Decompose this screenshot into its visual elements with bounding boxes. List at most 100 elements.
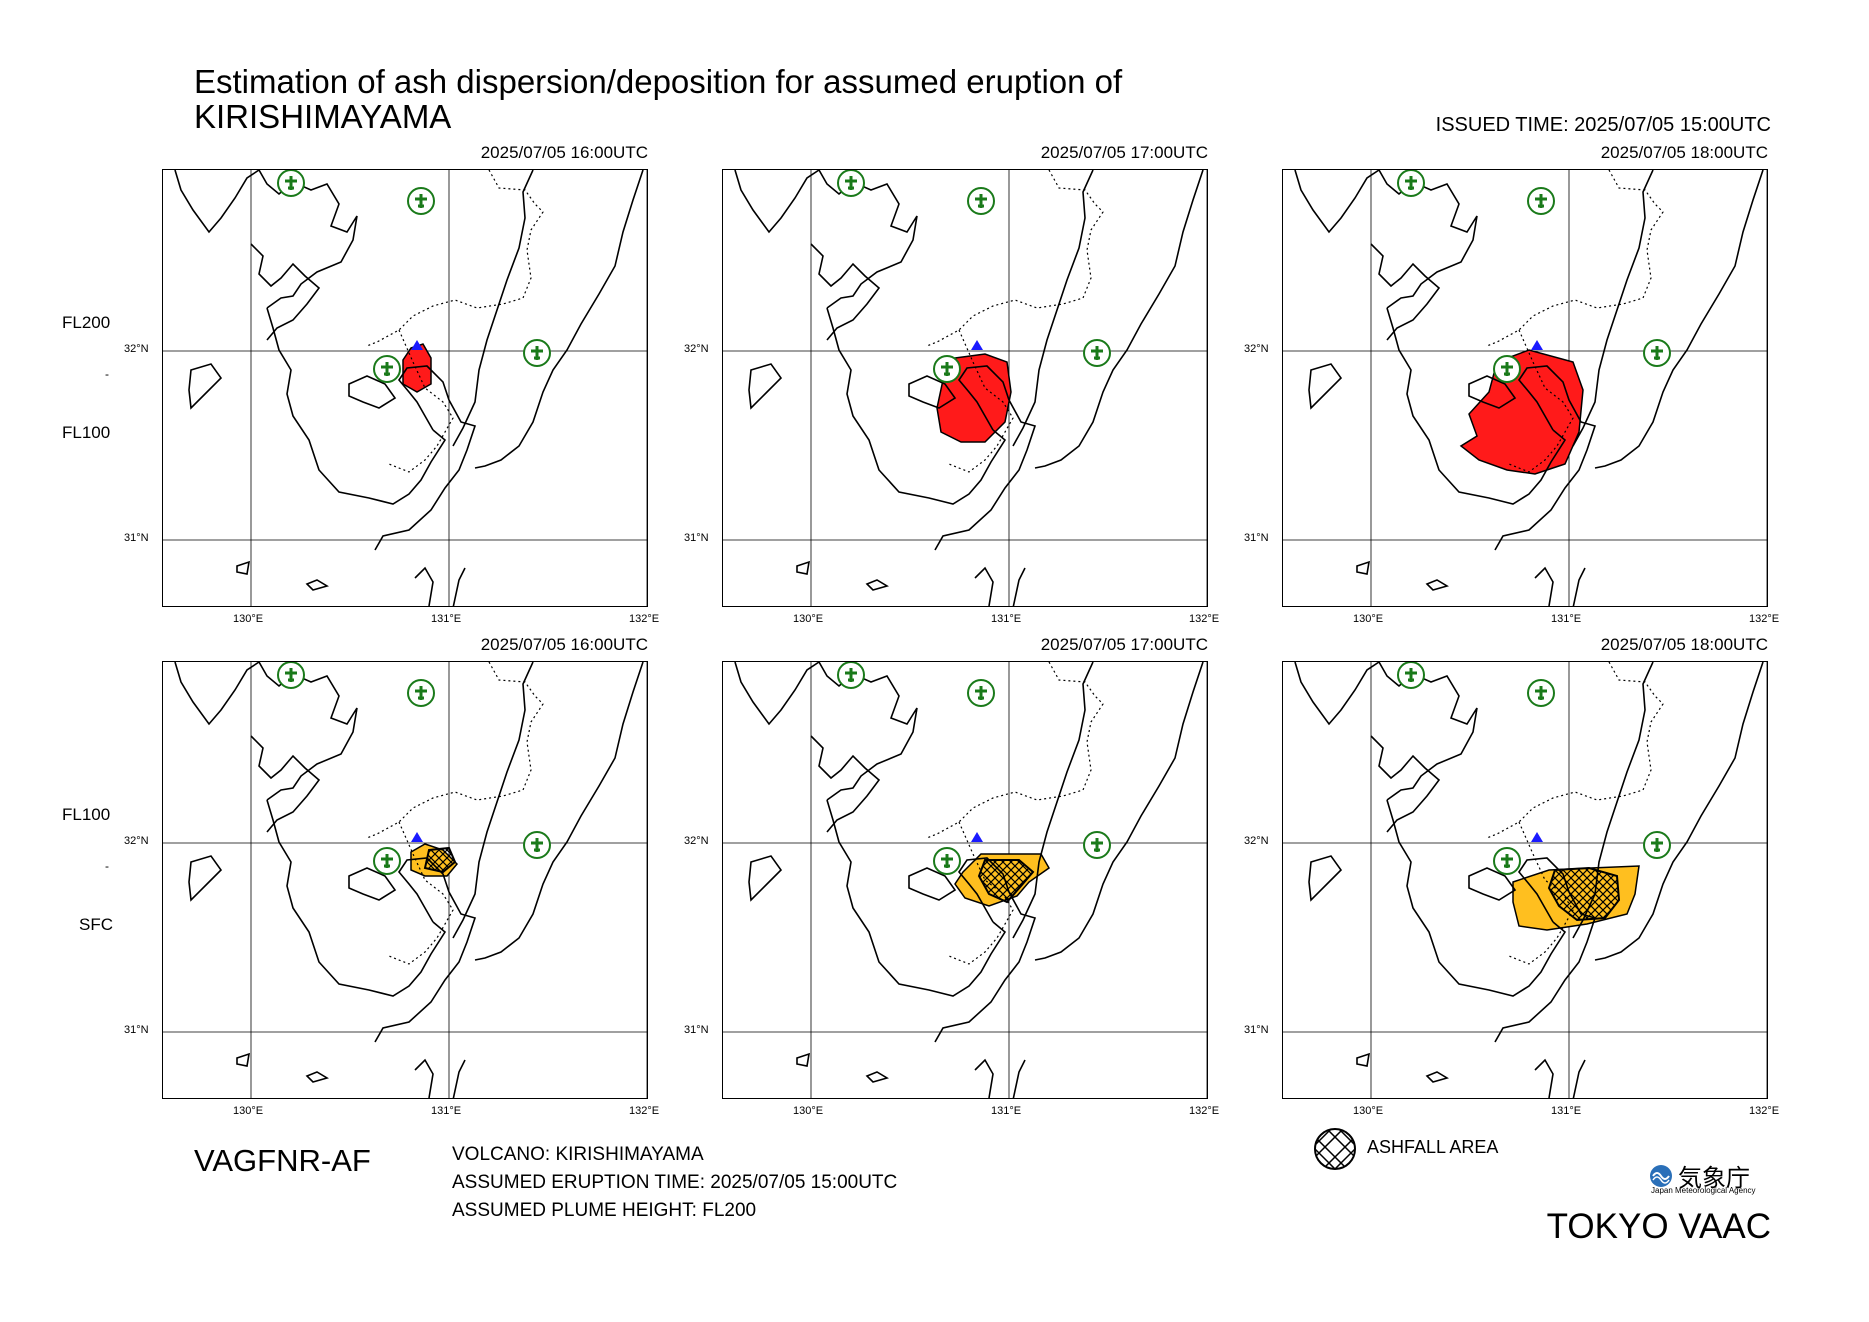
lon-label: 132°E (1189, 613, 1220, 625)
coastline (266, 307, 447, 505)
coastline (1572, 170, 1654, 447)
coastline (908, 375, 957, 409)
ash-cloud-area (1459, 349, 1584, 475)
triangle-icon (971, 832, 983, 842)
title-line-1: Estimation of ash dispersion/deposition … (194, 63, 1123, 100)
airport-icon (407, 187, 435, 215)
coastline (1534, 566, 1554, 606)
coastline (1294, 170, 1380, 234)
coastline (174, 662, 260, 726)
airport-icon (967, 679, 995, 707)
lon-label: 132°E (1749, 613, 1780, 625)
airport-icon (523, 831, 551, 859)
coastline (734, 662, 820, 726)
airport-icon (1397, 662, 1425, 689)
triangle-icon (971, 340, 983, 350)
eruption-time: ASSUMED ERUPTION TIME: 2025/07/05 15:00U… (452, 1172, 898, 1193)
vaac-name: TOKYO VAAC (1546, 1207, 1771, 1246)
coastline (1572, 1059, 1586, 1098)
coastline (452, 170, 534, 447)
coastline (934, 365, 1037, 551)
coastline (452, 567, 466, 606)
map-panel (1282, 661, 1768, 1099)
lat-label: 32°N (124, 835, 149, 847)
airport-icon (1527, 187, 1555, 215)
lat-label: 32°N (1244, 343, 1269, 355)
ash-cloud-area (402, 343, 432, 393)
coastline (1572, 662, 1654, 939)
coastline (908, 867, 957, 901)
triangle-icon (411, 832, 423, 842)
coastline (748, 855, 783, 902)
airport-icon (407, 679, 435, 707)
coastline (258, 170, 358, 309)
product-code: VAGFNR-AF (194, 1143, 371, 1178)
jma-emblem-icon (1650, 1164, 1672, 1187)
lon-label: 130°E (233, 1105, 264, 1117)
coastline (258, 662, 358, 801)
coastline (250, 735, 321, 833)
coastline (1378, 662, 1478, 801)
lat-label: 31°N (124, 532, 149, 544)
airport-icon (1083, 339, 1111, 367)
airport-icon (277, 170, 305, 197)
prefecture-boundary (1486, 170, 1664, 473)
lon-label: 132°E (629, 1105, 660, 1117)
coastline (934, 857, 1037, 1043)
panel-time: 2025/07/05 18:00UTC (1600, 143, 1768, 162)
coastline (1494, 857, 1597, 1043)
panel-time: 2025/07/05 16:00UTC (480, 635, 648, 654)
prefecture-boundary (366, 662, 544, 965)
coastline (865, 1071, 889, 1083)
coastline (818, 170, 918, 309)
coastline (1308, 363, 1343, 410)
lon-label: 132°E (1189, 1105, 1220, 1117)
agency-name-en: Japan Meteorological Agency (1651, 1186, 1756, 1195)
coastline (1425, 579, 1449, 591)
coastline (374, 857, 477, 1043)
coastline (1294, 662, 1380, 726)
coastline (818, 662, 918, 801)
airport-icon (277, 662, 305, 689)
triangle-icon (1531, 340, 1543, 350)
lat-label: 32°N (684, 835, 709, 847)
airport-icon (1397, 170, 1425, 197)
prefecture-boundary (1486, 662, 1664, 965)
coastline (734, 170, 820, 234)
coastline (1370, 243, 1441, 341)
lon-label: 131°E (1551, 613, 1582, 625)
lon-label: 131°E (431, 613, 462, 625)
hatched-circle-icon (1314, 1128, 1356, 1170)
prefecture-boundary (926, 170, 1104, 473)
lon-label: 130°E (793, 1105, 824, 1117)
coastline (1012, 170, 1094, 447)
coastline (974, 1058, 994, 1098)
panel-time: 2025/07/05 17:00UTC (1040, 635, 1208, 654)
airport-icon (1643, 339, 1671, 367)
coastline (810, 243, 881, 341)
airport-icon (1083, 831, 1111, 859)
map-panel (1282, 169, 1768, 607)
airport-icon (523, 339, 551, 367)
coastline (1425, 1071, 1449, 1083)
lat-label: 31°N (684, 1024, 709, 1036)
coastline (1572, 567, 1586, 606)
airport-icon (373, 355, 401, 383)
coastline (1012, 1059, 1026, 1098)
coastline (414, 566, 434, 606)
map-panel (722, 661, 1208, 1099)
coastline (452, 662, 534, 939)
coastline (1386, 307, 1567, 505)
airport-icon (967, 187, 995, 215)
map-panel (162, 661, 648, 1099)
lat-label: 31°N (124, 1024, 149, 1036)
lon-label: 132°E (629, 613, 660, 625)
chart-title: Estimation of ash dispersion/deposition … (194, 64, 1122, 134)
panel-time: 2025/07/05 18:00UTC (1600, 635, 1768, 654)
prefecture-boundary (366, 170, 544, 473)
coastline (826, 307, 1007, 505)
title-line-2: KIRISHIMAYAMA (194, 98, 452, 135)
coastline (1378, 170, 1478, 309)
coastline (305, 1071, 329, 1083)
airport-icon (837, 662, 865, 689)
